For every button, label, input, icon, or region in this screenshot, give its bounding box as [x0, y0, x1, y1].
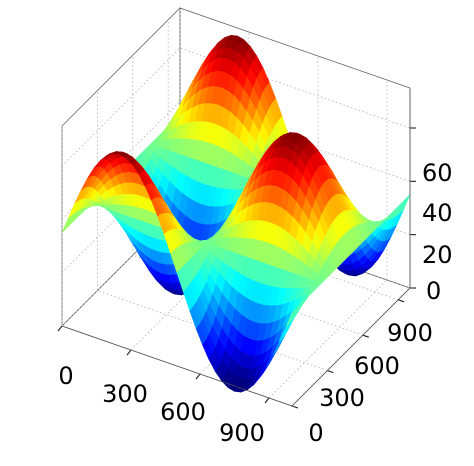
x-tick-label-900: 900 — [219, 419, 265, 447]
y-tick-label-0: 0 — [308, 419, 323, 447]
y-tick-mark-2 — [362, 334, 369, 338]
y-tick-label-300: 300 — [319, 384, 365, 412]
axis-ticks — [57, 88, 416, 409]
grid-z-2 — [61, 100, 411, 220]
z-tick-label-0: 0 — [426, 277, 441, 305]
x-tick-label-0: 0 — [58, 362, 73, 390]
y-tick-mark-1 — [327, 370, 334, 374]
x-tick-mark-0 — [57, 325, 63, 332]
grid-x-3 — [268, 80, 388, 399]
y-axis-line — [291, 287, 411, 407]
x-tick-label-300: 300 — [102, 380, 148, 408]
y-tick-mark-3 — [398, 299, 405, 303]
y-tick-label-600: 600 — [354, 352, 400, 380]
x-tick-mark-2 — [195, 373, 201, 380]
x-tick-mark-3 — [264, 397, 270, 404]
x-tick-label-600: 600 — [160, 398, 206, 426]
grid-x-2 — [199, 56, 319, 375]
surface-facet — [285, 309, 296, 328]
z-tick-label-20: 20 — [422, 241, 453, 269]
z-tick-label-60: 60 — [422, 159, 453, 187]
surface-mesh — [61, 34, 411, 393]
x-axis-line — [61, 325, 293, 407]
z-tick-label-40: 40 — [422, 199, 453, 227]
x-tick-mark-1 — [126, 349, 132, 356]
y-tick-mark-0 — [291, 405, 299, 409]
y-tick-label-900: 900 — [387, 319, 433, 347]
grid-x-0 — [61, 8, 181, 327]
grid-z-3 — [61, 47, 411, 167]
